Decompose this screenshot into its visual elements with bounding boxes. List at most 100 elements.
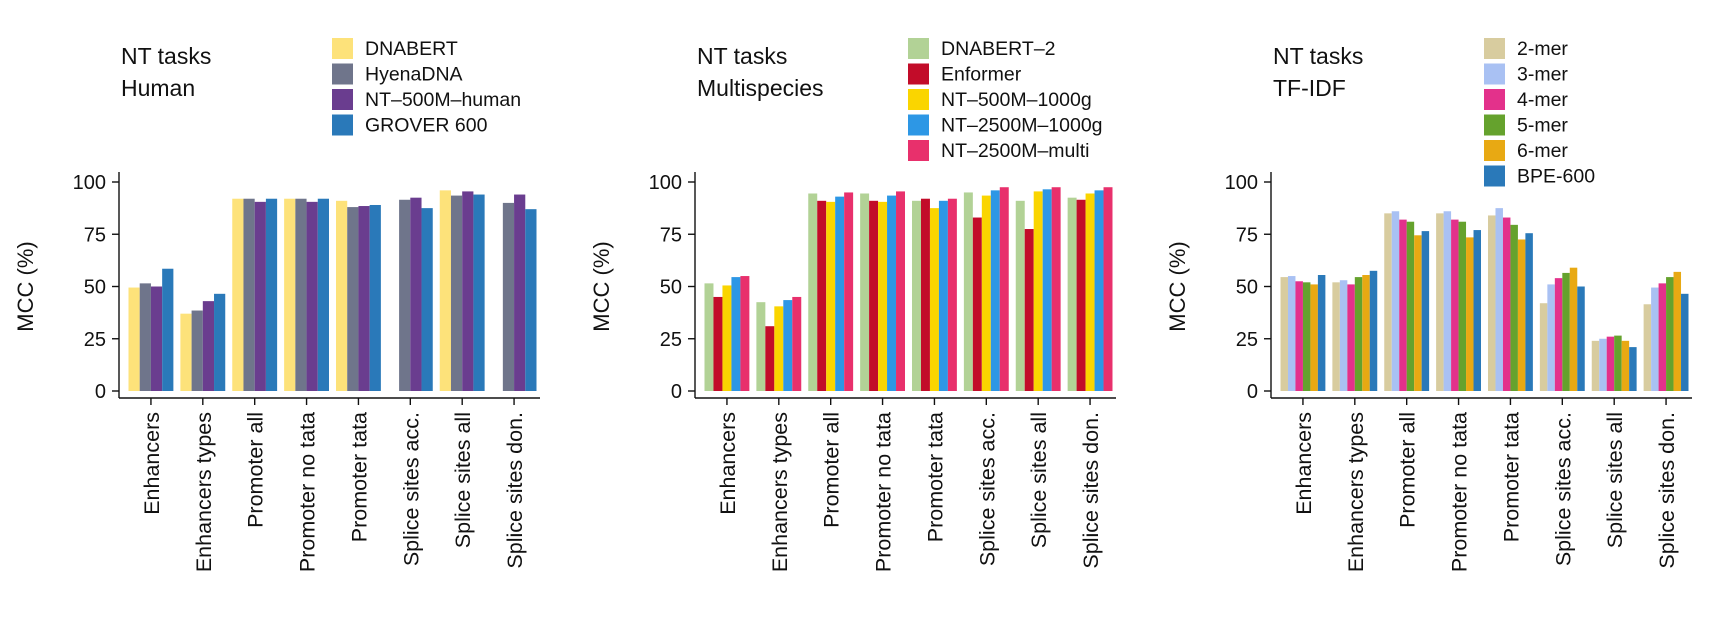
y-tick-label: 25: [84, 329, 106, 351]
bar-nt-500m-human-promoter-all: [254, 201, 266, 391]
bar-enformer-enhancers-types: [765, 326, 775, 391]
x-tick-label-splice-sites-acc: Splice sites acc.: [975, 412, 999, 566]
bar-nt-2500m-1000g-enhancers: [731, 277, 741, 391]
legend-label-hyenadna: HyenaDNA: [365, 64, 463, 86]
legend-swatch-3-mer: [1484, 63, 1505, 85]
x-tick-label-enhancers-types: Enhancers types: [1344, 412, 1368, 572]
y-tick-label: 0: [1247, 381, 1258, 403]
legend-swatch-2-mer: [1484, 38, 1505, 59]
legend-swatch-dnabert-2: [908, 38, 929, 59]
panel-title-line1: NT tasks: [697, 43, 787, 69]
x-tick-label-splice-sites-all: Splice sites all: [1603, 412, 1627, 548]
bar-4-mer-enhancers: [1295, 281, 1303, 391]
legend: DNABERT–2 Enformer NT–500M–1000g NT–2500M–1…: [908, 38, 1103, 162]
legend-swatch-nt-500m-1000g: [908, 89, 929, 110]
bar-5-mer-enhancers: [1302, 282, 1311, 391]
bar-4-mer-splice-sites-all: [1606, 336, 1615, 391]
bar-enformer-splice-sites-all: [1024, 229, 1034, 391]
y-tick-label: 25: [660, 329, 682, 351]
bar-nt-500m-1000g-promoter-tata: [929, 208, 939, 391]
legend-swatch-bpe-600: [1484, 165, 1505, 187]
bar-2-mer-enhancers: [1280, 277, 1288, 391]
bar-nt-500m-human-splice-sites-all: [462, 191, 474, 391]
legend-label-nt-500m-1000g: NT–500M–1000g: [941, 89, 1092, 111]
x-tick-label-enhancers: Enhancers: [140, 412, 164, 515]
bar-bpe-600-enhancers-types: [1369, 270, 1378, 391]
legend-swatch-6-mer: [1484, 140, 1505, 161]
bar-bpe-600-promoter-tata: [1525, 233, 1533, 391]
bar-nt-2500m-1000g-promoter-no-tata: [887, 195, 897, 391]
x-tick-label-splice-sites-all: Splice sites all: [1027, 412, 1051, 548]
bar-bpe-600-splice-sites-acc: [1577, 286, 1585, 391]
x-tick-label-promoter-tata: Promoter tata: [347, 412, 371, 542]
legend-swatch-grover-600: [332, 114, 353, 136]
bar-enformer-promoter-no-tata: [869, 200, 879, 391]
bar-bpe-600-splice-sites-all: [1629, 347, 1637, 391]
legend-label-4-mer: 4-mer: [1517, 89, 1568, 111]
x-tick-label-splice-sites-don: Splice sites don.: [1655, 412, 1679, 569]
bar-nt-500m-1000g-promoter-all: [826, 201, 836, 391]
bar-nt-500m-1000g-splice-sites-don: [1085, 193, 1095, 391]
legend-swatch-enformer: [908, 63, 929, 85]
bar-3-mer-enhancers: [1287, 276, 1296, 391]
bar-5-mer-splice-sites-acc: [1562, 272, 1570, 391]
bar-grover-600-promoter-no-tata: [317, 198, 329, 391]
panel-multispecies: NT tasks Multispecies DNABERT–2 Enformer N…: [589, 38, 1116, 572]
y-axis-label: MCC (%): [589, 241, 614, 331]
x-tick-label-promoter-no-tata: Promoter no tata: [872, 412, 896, 572]
bar-dnabert-enhancers: [128, 287, 140, 391]
legend-label-bpe-600: BPE-600: [1517, 166, 1595, 188]
bar-grover-600-promoter-tata: [369, 204, 381, 391]
legend-swatch-nt-2500m-multi: [908, 140, 929, 161]
bar-dnabert-2-promoter-tata: [912, 200, 921, 391]
y-tick-label: 0: [95, 381, 106, 403]
plot-area: 0 25 50 75 100 MCC (%) Enhancers Enhancers type…: [589, 172, 1116, 572]
x-tick-label-promoter-tata: Promoter tata: [1499, 412, 1523, 542]
bar-6-mer-splice-sites-acc: [1569, 267, 1578, 391]
bar-2-mer-promoter-all: [1384, 213, 1392, 391]
bar-nt-2500m-multi-splice-sites-all: [1051, 187, 1061, 391]
bar-5-mer-splice-sites-all: [1614, 335, 1622, 391]
bar-4-mer-promoter-all: [1399, 219, 1407, 391]
bar-6-mer-promoter-tata: [1517, 239, 1526, 391]
legend-swatch-4-mer: [1484, 89, 1505, 110]
bar-5-mer-promoter-no-tata: [1458, 221, 1467, 391]
x-tick-label-promoter-no-tata: Promoter no tata: [1448, 412, 1472, 572]
bar-bpe-600-promoter-no-tata: [1473, 230, 1481, 391]
bar-nt-500m-human-enhancers-types: [202, 301, 215, 391]
x-tick-label-splice-sites-acc: Splice sites acc.: [399, 412, 423, 566]
x-tick-label-enhancers-types: Enhancers types: [192, 412, 216, 572]
panel-tfidf: NT tasks TF-IDF 2-mer 3-mer 4-mer 5-mer 6-me…: [1165, 38, 1692, 572]
bar-6-mer-splice-sites-don: [1673, 271, 1682, 391]
bar-4-mer-promoter-no-tata: [1451, 219, 1459, 391]
x-tick-label-splice-sites-don: Splice sites don.: [1079, 412, 1103, 569]
bar-dnabert-2-enhancers: [704, 283, 714, 391]
bar-grover-600-enhancers-types: [214, 293, 226, 391]
bar-hyenadna-splice-sites-all: [450, 195, 463, 391]
bar-grover-600-promoter-all: [265, 198, 278, 391]
bar-3-mer-splice-sites-all: [1599, 338, 1607, 391]
panel-human: NT tasks Human DNABERT HyenaDNA NT–500M–hu…: [13, 38, 540, 572]
bar-dnabert-2-enhancers-types: [756, 302, 766, 391]
bar-nt-2500m-multi-promoter-tata: [947, 198, 957, 391]
bar-dnabert-promoter-all: [232, 198, 244, 391]
bar-grover-600-enhancers: [162, 268, 174, 391]
x-tick-label-promoter-tata: Promoter tata: [923, 412, 947, 542]
bar-nt-500m-1000g-splice-sites-all: [1033, 191, 1043, 391]
y-tick-label: 100: [1225, 172, 1258, 194]
legend-swatch-nt-2500m-1000g: [908, 114, 929, 136]
x-tick-label-enhancers: Enhancers: [716, 412, 740, 515]
bar-hyenadna-promoter-tata: [347, 207, 359, 391]
bar-4-mer-splice-sites-don: [1658, 283, 1667, 391]
bar-6-mer-enhancers-types: [1362, 275, 1370, 391]
bar-bpe-600-enhancers: [1317, 275, 1326, 391]
bar-nt-2500m-multi-promoter-no-tata: [896, 191, 905, 391]
bar-6-mer-enhancers: [1310, 284, 1318, 391]
legend-swatch-5-mer: [1484, 114, 1505, 136]
legend-swatch-nt-500m-human: [332, 89, 353, 110]
legend: DNABERT HyenaDNA NT–500M–human GROVER 600: [332, 38, 521, 137]
bar-nt-500m-1000g-splice-sites-acc: [981, 195, 991, 391]
bar-3-mer-promoter-tata: [1495, 208, 1503, 391]
legend-label-enformer: Enformer: [941, 64, 1022, 86]
bar-nt-2500m-1000g-promoter-all: [835, 196, 845, 391]
